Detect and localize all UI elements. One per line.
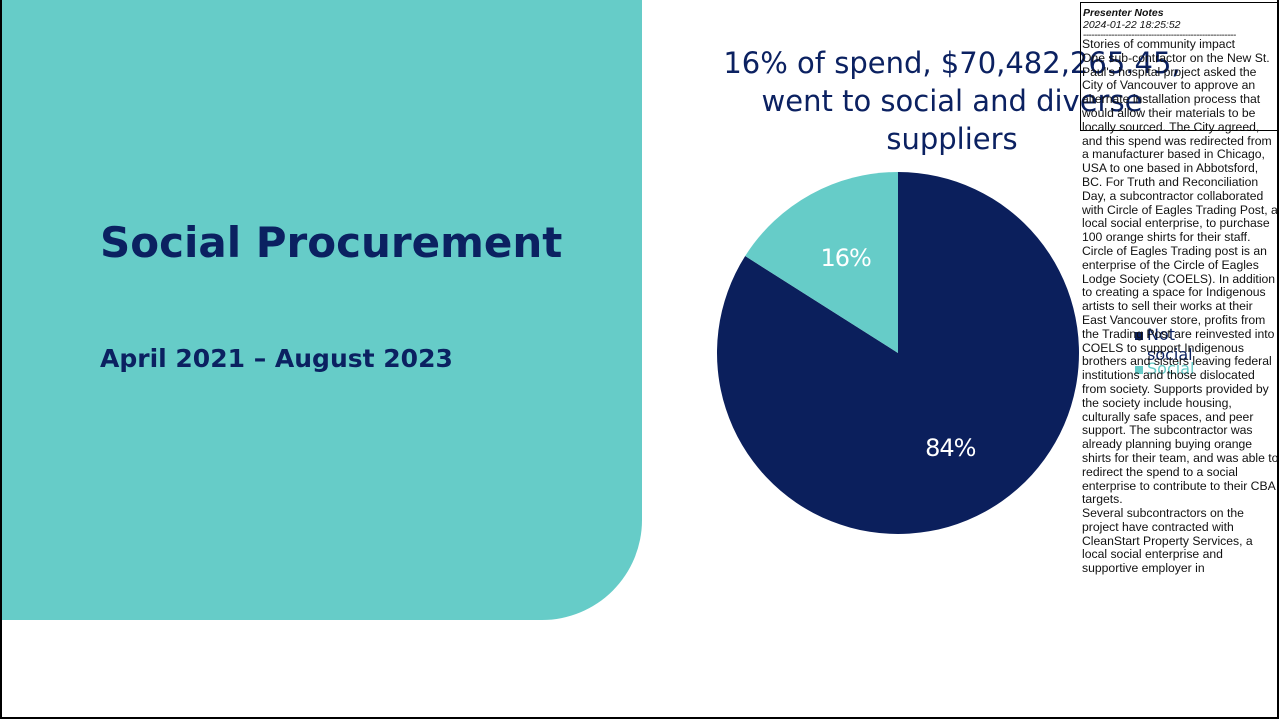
slide-subtitle: April 2021 – August 2023 xyxy=(100,344,453,373)
legend-item-not-social: Not social xyxy=(1135,325,1195,365)
teal-title-panel xyxy=(2,0,642,620)
legend-swatch-social xyxy=(1135,365,1143,374)
pie-label-social: 16% xyxy=(821,244,872,272)
legend-label-social: Social xyxy=(1147,359,1195,378)
legend-item-social: Social xyxy=(1135,359,1195,379)
slide-title: Social Procurement xyxy=(100,218,563,267)
pie-slice-not-social xyxy=(717,172,1080,534)
legend-label-not-social: Not social xyxy=(1147,325,1193,364)
chart-title: 16% of spend, $70,482,265.45, went to so… xyxy=(723,46,1181,156)
pie-label-not-social: 84% xyxy=(925,434,976,462)
presenter-notes-body: Stories of community impact One sub-cont… xyxy=(1082,37,1279,576)
presenter-notes-header-box: Presenter Notes 2024-01-22 18:25:52 ----… xyxy=(1080,2,1277,131)
pie-slice-social xyxy=(745,172,898,353)
presenter-notes-timestamp: 2024-01-22 18:25:52 xyxy=(1083,19,1181,31)
presenter-notes-separator: ----------------------------------------… xyxy=(1083,31,1236,41)
presenter-notes-title: Presenter Notes xyxy=(1083,7,1164,19)
presenter-notes: Presenter Notes 2024-01-22 18:25:52 ----… xyxy=(1080,2,1279,715)
legend-swatch-not-social xyxy=(1135,331,1143,340)
